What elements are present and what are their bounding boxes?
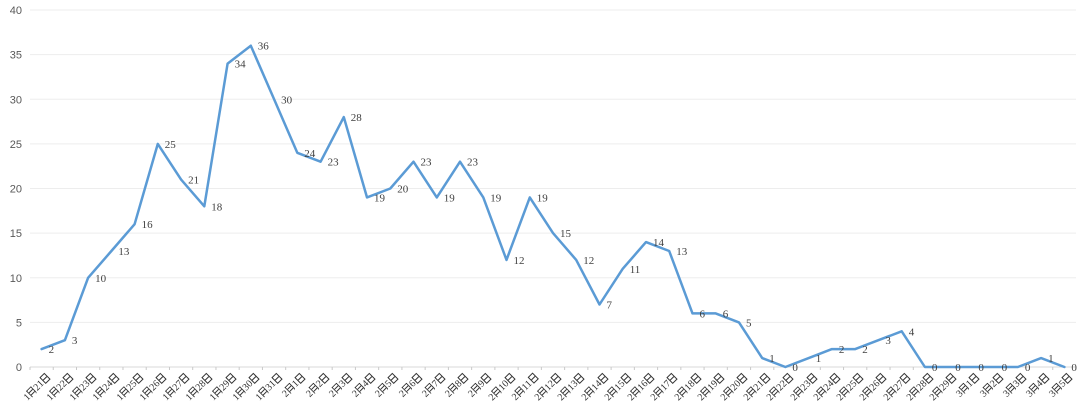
cjk-month-glyph: [354, 382, 366, 394]
cjk-month-glyph: [1028, 382, 1040, 394]
cjk-month-glyph: [188, 386, 200, 398]
cjk-month-glyph: [536, 386, 549, 398]
cjk-month-glyph: [908, 386, 921, 398]
data-label: 10: [95, 273, 107, 285]
cjk-month-glyph: [560, 386, 572, 398]
data-label: 12: [583, 255, 594, 267]
data-label: 23: [467, 157, 479, 169]
data-label: 24: [304, 148, 316, 160]
data-label: 14: [653, 237, 665, 249]
cjk-month-glyph: [513, 385, 526, 398]
cjk-month-glyph: [885, 386, 897, 398]
y-axis-tick-label: 20: [10, 184, 22, 196]
data-label: 0: [932, 362, 938, 374]
cjk-month-glyph: [25, 386, 37, 398]
data-label: 18: [211, 201, 223, 213]
data-label: 23: [328, 157, 340, 169]
cjk-month-glyph: [95, 386, 107, 398]
y-axis-tick-label: 40: [10, 5, 22, 17]
data-label: 0: [978, 362, 984, 374]
data-label: 25: [165, 139, 177, 151]
data-label: 3: [72, 335, 78, 347]
cjk-month-glyph: [424, 382, 436, 394]
y-axis-tick-label: 25: [10, 139, 22, 151]
data-label: 13: [676, 246, 688, 258]
data-line[interactable]: [40, 44, 1066, 369]
data-label: 6: [723, 308, 729, 320]
cjk-month-glyph: [447, 382, 459, 394]
data-label: 0: [792, 362, 798, 374]
cjk-month-glyph: [722, 386, 735, 398]
cjk-month-glyph: [284, 382, 297, 394]
cjk-month-glyph: [606, 386, 618, 398]
data-label: 2: [862, 344, 868, 356]
cjk-month-glyph: [653, 386, 665, 398]
data-label: 0: [1025, 362, 1031, 374]
data-label: 0: [1071, 362, 1077, 374]
cjk-month-glyph: [746, 386, 758, 398]
cjk-month-glyph: [211, 386, 223, 398]
data-label: 20: [397, 184, 409, 196]
data-label: 30: [281, 94, 293, 106]
cjk-month-glyph: [1051, 382, 1064, 394]
data-label: 21: [188, 175, 199, 187]
data-label: 2: [839, 344, 845, 356]
cjk-month-glyph: [792, 386, 804, 398]
data-label: 0: [1002, 362, 1008, 374]
y-axis-tick-label: 10: [10, 273, 22, 285]
data-label: 12: [514, 255, 525, 267]
data-label: 16: [142, 219, 154, 231]
cjk-month-glyph: [699, 386, 711, 398]
data-label: 1: [1048, 353, 1054, 365]
data-label: 1: [816, 353, 822, 365]
data-label: 28: [351, 112, 363, 124]
cjk-month-glyph: [331, 382, 343, 394]
cjk-month-glyph: [308, 382, 320, 394]
y-axis-tick-label: 5: [16, 317, 22, 329]
cjk-month-glyph: [839, 386, 851, 398]
data-label: 19: [490, 192, 502, 204]
data-label: 2: [49, 344, 55, 356]
cjk-month-glyph: [982, 382, 994, 394]
y-axis-tick-label: 30: [10, 94, 22, 106]
cjk-month-glyph: [629, 386, 642, 398]
data-label: 6: [700, 308, 706, 320]
cjk-month-glyph: [1005, 382, 1017, 394]
data-label: 34: [235, 59, 247, 71]
data-label: 19: [537, 192, 549, 204]
data-label: 3: [885, 335, 891, 347]
y-axis-tick-label: 35: [10, 50, 22, 62]
data-label: 1: [769, 353, 775, 365]
data-label: 36: [258, 41, 270, 53]
data-label: 11: [630, 264, 641, 276]
data-label: 5: [746, 317, 752, 329]
cjk-month-glyph: [72, 386, 84, 398]
cjk-month-glyph: [48, 386, 61, 398]
data-label: 19: [374, 192, 386, 204]
data-label: 13: [118, 246, 129, 258]
data-label: 7: [607, 300, 613, 312]
cjk-month-glyph: [377, 382, 390, 394]
cjk-month-glyph: [118, 386, 130, 398]
cjk-month-glyph: [862, 386, 874, 398]
cjk-month-glyph: [769, 386, 781, 398]
cjk-month-glyph: [234, 386, 247, 398]
cjk-month-glyph: [932, 386, 944, 398]
cjk-month-glyph: [165, 386, 177, 398]
cjk-month-glyph: [815, 386, 828, 398]
cjk-month-glyph: [470, 382, 483, 394]
data-label: 4: [909, 326, 915, 338]
data-label: 15: [560, 228, 572, 240]
data-label: 23: [421, 157, 433, 169]
cjk-month-glyph: [258, 386, 270, 398]
y-axis-tick-label: 15: [10, 228, 22, 240]
data-label: 19: [444, 192, 456, 204]
data-label: 0: [955, 362, 961, 374]
cjk-month-glyph: [958, 382, 971, 394]
y-axis-tick-label: 0: [16, 362, 22, 374]
cjk-month-glyph: [141, 386, 154, 398]
